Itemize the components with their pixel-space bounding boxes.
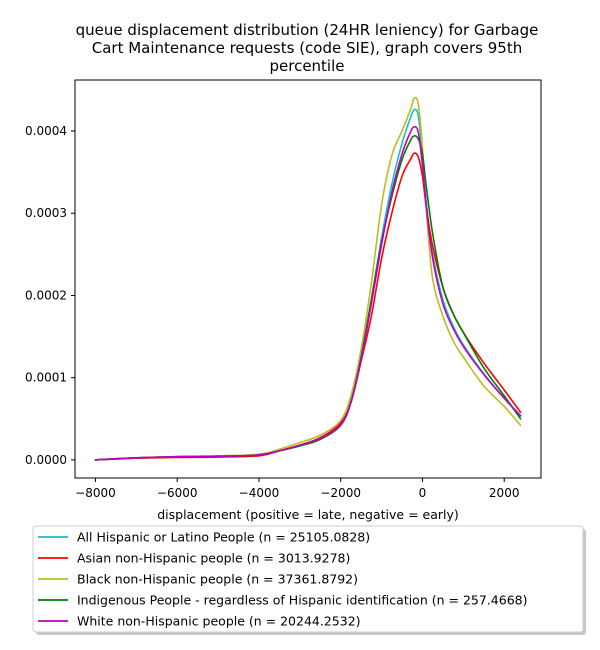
- legend-label-3: Black non-Hispanic people (n = 37361.879…: [77, 572, 358, 587]
- legend-label-5: White non-Hispanic people (n = 20244.253…: [77, 614, 361, 629]
- x-tick-label: −4000: [239, 486, 280, 500]
- series-line-4: [94, 135, 522, 461]
- y-tick-label: 0.0004: [25, 124, 67, 138]
- y-tick-label: 0.0000: [25, 453, 67, 467]
- legend-label-2: Asian non-Hispanic people (n = 3013.9278…: [77, 551, 350, 566]
- chart-title-line-2: Cart Maintenance requests (code SIE), gr…: [92, 39, 523, 57]
- series-line-2: [94, 152, 522, 461]
- y-tick-label: 0.0003: [25, 206, 67, 220]
- plot-area-frame: [74, 79, 542, 479]
- x-axis-label: displacement (positive = late, negative …: [157, 507, 459, 522]
- x-tick-label: −2000: [320, 486, 361, 500]
- y-tick-label: 0.0002: [25, 288, 67, 302]
- series-line-5: [94, 126, 522, 461]
- chart-title: queue displacement distribution (24HR le…: [76, 21, 539, 75]
- x-tick-label: 0: [419, 486, 427, 500]
- legend: All Hispanic or Latino People (n = 25105…: [32, 525, 586, 635]
- series-line-3: [94, 96, 522, 461]
- y-axis: 0.0000 0.0001 0.0002 0.0003 0.0004: [25, 124, 75, 467]
- x-tick-label: −6000: [157, 486, 198, 500]
- series-line-1: [94, 108, 522, 461]
- plot-lines: [94, 96, 522, 461]
- chart-title-line-3: percentile: [269, 57, 344, 75]
- x-tick-label: −8000: [75, 486, 116, 500]
- legend-label-4: Indigenous People - regardless of Hispan…: [77, 593, 527, 608]
- y-tick-label: 0.0001: [25, 371, 67, 385]
- x-axis: −8000 −6000 −4000 −2000 0 2000: [75, 478, 519, 500]
- legend-label-1: All Hispanic or Latino People (n = 25105…: [77, 530, 370, 545]
- chart-title-line-1: queue displacement distribution (24HR le…: [76, 21, 539, 39]
- x-tick-label: 2000: [489, 486, 520, 500]
